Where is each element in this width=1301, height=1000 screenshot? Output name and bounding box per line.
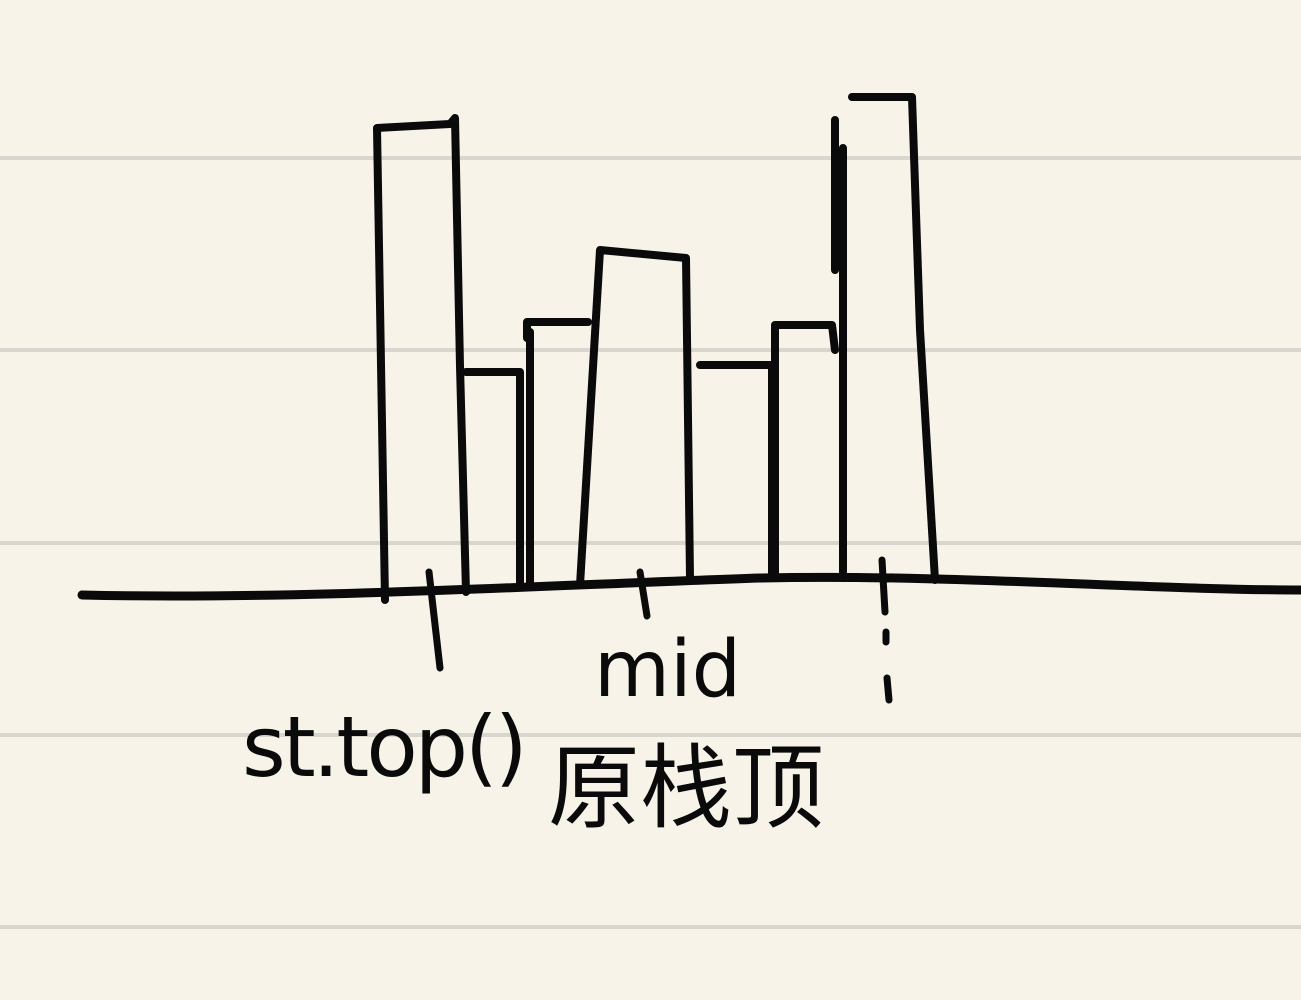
orig-stack-top-label: 原栈顶 (548, 735, 824, 842)
mid-marker (636, 568, 651, 620)
st-top-marker (425, 568, 444, 672)
ruled-lines (0, 156, 1301, 929)
bar-6 (771, 321, 839, 582)
baseline (77, 572, 1301, 601)
st-top-label: st.top() (242, 698, 525, 796)
bar-1 (373, 114, 470, 604)
bar-4 (576, 246, 694, 589)
bar-5 (696, 361, 776, 582)
bar-3 (523, 318, 592, 589)
mid-label: mid (594, 625, 741, 715)
current-marker (878, 556, 893, 704)
bar-7 (831, 93, 939, 584)
bar-2 (462, 368, 524, 589)
